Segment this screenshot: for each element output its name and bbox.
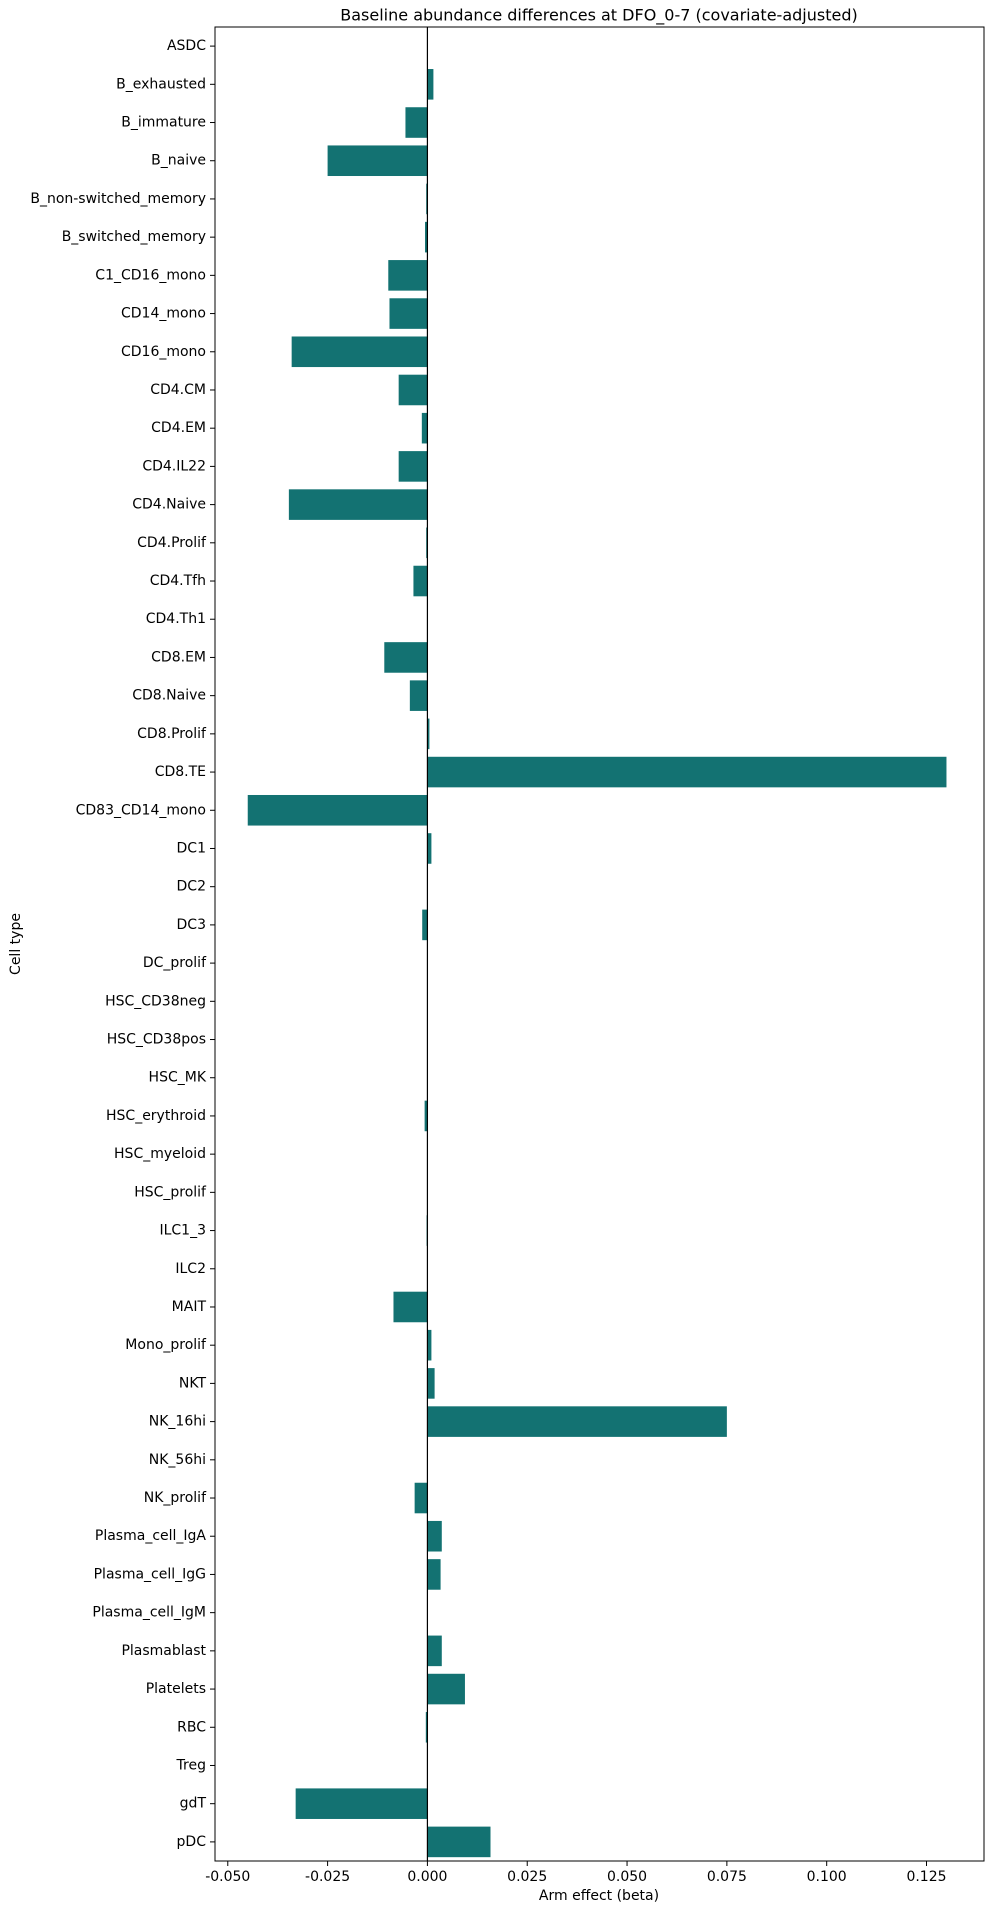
y-tick-label: CD4.Naive bbox=[132, 497, 206, 513]
y-tick-label: B_switched_memory bbox=[62, 229, 206, 245]
y-tick-label: B_immature bbox=[121, 115, 206, 131]
x-tick-label: 0.025 bbox=[507, 1869, 547, 1885]
y-tick-label: NKT bbox=[179, 1375, 207, 1391]
y-tick-label: CD4.Tfh bbox=[150, 573, 206, 589]
y-tick-label: CD4.Th1 bbox=[146, 611, 206, 627]
bar bbox=[427, 756, 947, 788]
y-tick-label: Plasma_cell_IgA bbox=[95, 1528, 207, 1544]
x-axis-label: Arm effect (beta) bbox=[539, 1888, 659, 1904]
bar bbox=[409, 680, 428, 711]
bar bbox=[288, 489, 428, 520]
y-tick-label: CD8.EM bbox=[151, 649, 206, 665]
x-tick-label: -0.025 bbox=[305, 1869, 350, 1885]
y-tick-label: B_exhausted bbox=[116, 76, 206, 92]
bar bbox=[427, 1368, 435, 1399]
y-tick-label: ILC2 bbox=[175, 1261, 206, 1277]
bar bbox=[398, 374, 428, 406]
y-tick-label: RBC bbox=[177, 1719, 206, 1735]
y-tick-label: C1_CD16_mono bbox=[95, 267, 206, 283]
x-tick-label: 0.100 bbox=[807, 1869, 847, 1885]
y-tick-label: CD4.CM bbox=[150, 382, 206, 398]
bar bbox=[427, 69, 434, 100]
y-tick-label: Plasmablast bbox=[121, 1643, 206, 1659]
y-tick-label: CD4.Prolif bbox=[137, 535, 207, 551]
y-tick-label: CD14_mono bbox=[121, 306, 206, 322]
y-tick-label: DC3 bbox=[177, 917, 206, 933]
bar bbox=[422, 909, 428, 941]
y-tick-label: DC1 bbox=[177, 840, 206, 856]
y-tick-label: NK_16hi bbox=[149, 1414, 206, 1430]
bar bbox=[389, 298, 428, 329]
bar bbox=[291, 336, 428, 368]
bar bbox=[405, 107, 428, 138]
bar bbox=[327, 145, 428, 177]
y-tick-label: Mono_prolif bbox=[125, 1337, 207, 1353]
y-tick-label: HSC_myeloid bbox=[114, 1146, 206, 1162]
y-tick-label: DC2 bbox=[177, 879, 206, 895]
bar bbox=[424, 1100, 428, 1132]
bar bbox=[421, 412, 428, 444]
y-tick-label: B_non-switched_memory bbox=[30, 191, 206, 207]
bar bbox=[398, 451, 428, 482]
bar bbox=[427, 1406, 727, 1437]
y-tick-label: CD4.IL22 bbox=[142, 458, 206, 474]
y-tick-label: Plasma_cell_IgM bbox=[92, 1605, 206, 1621]
y-tick-label: HSC_CD38neg bbox=[105, 993, 206, 1009]
y-tick-label: MAIT bbox=[172, 1299, 207, 1315]
x-tick-label: 0.125 bbox=[906, 1869, 946, 1885]
y-tick-label: HSC_CD38pos bbox=[107, 1032, 206, 1048]
y-axis-label: Cell type bbox=[8, 913, 24, 975]
bar bbox=[427, 1826, 491, 1858]
y-tick-label: ASDC bbox=[167, 38, 206, 54]
bar bbox=[427, 1635, 442, 1667]
y-tick-label: Platelets bbox=[146, 1681, 206, 1697]
y-tick-label: ILC1_3 bbox=[159, 1223, 206, 1239]
y-tick-label: CD8.TE bbox=[155, 764, 206, 780]
bar bbox=[414, 1482, 428, 1514]
y-tick-label: CD83_CD14_mono bbox=[76, 802, 206, 818]
y-tick-label: DC_prolif bbox=[143, 955, 207, 971]
bar bbox=[247, 794, 428, 826]
y-tick-label: NK_prolif bbox=[144, 1490, 207, 1506]
y-tick-label: Plasma_cell_IgG bbox=[94, 1566, 206, 1582]
y-tick-label: Treg bbox=[176, 1757, 206, 1773]
bar bbox=[425, 221, 428, 253]
bar bbox=[295, 1788, 428, 1819]
y-tick-label: HSC_prolif bbox=[134, 1184, 207, 1200]
y-tick-label: HSC_erythroid bbox=[106, 1108, 206, 1124]
bar bbox=[427, 1673, 465, 1705]
y-tick-label: pDC bbox=[177, 1834, 207, 1850]
x-tick-label: -0.050 bbox=[205, 1869, 250, 1885]
y-tick-label: CD16_mono bbox=[121, 344, 206, 360]
y-tick-label: B_naive bbox=[151, 153, 206, 169]
bar bbox=[427, 718, 430, 750]
y-tick-label: CD8.Naive bbox=[132, 688, 206, 704]
bar bbox=[427, 1329, 432, 1361]
bar bbox=[384, 642, 428, 673]
x-tick-label: 0.000 bbox=[407, 1869, 447, 1885]
y-tick-label: HSC_MK bbox=[149, 1070, 207, 1086]
bar bbox=[427, 1559, 441, 1590]
bar bbox=[413, 565, 428, 597]
y-tick-label: CD4.EM bbox=[151, 420, 206, 436]
y-tick-label: NK_56hi bbox=[149, 1452, 206, 1468]
x-tick-label: 0.075 bbox=[707, 1869, 747, 1885]
bar bbox=[427, 1520, 442, 1552]
x-tick-label: 0.050 bbox=[607, 1869, 647, 1885]
bar bbox=[388, 260, 428, 291]
bar bbox=[427, 833, 432, 864]
bar bbox=[393, 1291, 428, 1323]
plot-frame bbox=[214, 26, 985, 1862]
chart-title: Baseline abundance differences at DFO_0-… bbox=[340, 6, 857, 26]
bar bbox=[425, 1711, 428, 1743]
y-tick-label: gdT bbox=[180, 1796, 207, 1812]
y-tick-label: CD8.Prolif bbox=[137, 726, 207, 742]
